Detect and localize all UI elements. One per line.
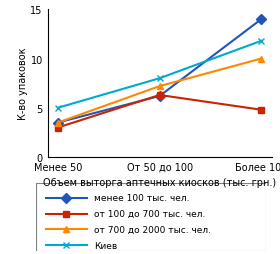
Line: Киев: Киев [54, 38, 265, 112]
от 100 до 700 тыс. чел. [56, 126, 59, 130]
Text: Киев: Киев [94, 241, 117, 250]
Line: от 700 до 2000 тыс. чел.: от 700 до 2000 тыс. чел. [54, 56, 265, 126]
менее 100 тыс. чел. [260, 19, 263, 22]
Киев [56, 107, 59, 110]
Text: Объем выторга аптечных киосков (тыс. грн.): Объем выторга аптечных киосков (тыс. грн… [43, 178, 276, 188]
Text: от 700 до 2000 тыс. чел.: от 700 до 2000 тыс. чел. [94, 225, 211, 234]
Киев [260, 40, 263, 43]
Line: менее 100 тыс. чел.: менее 100 тыс. чел. [54, 17, 265, 126]
Text: от 100 до 700 тыс. чел.: от 100 до 700 тыс. чел. [94, 209, 205, 218]
Line: от 100 до 700 тыс. чел.: от 100 до 700 тыс. чел. [54, 92, 265, 132]
от 100 до 700 тыс. чел. [260, 109, 263, 112]
FancyBboxPatch shape [36, 183, 266, 251]
от 700 до 2000 тыс. чел. [260, 58, 263, 61]
от 700 до 2000 тыс. чел. [158, 85, 161, 88]
от 100 до 700 тыс. чел. [158, 94, 161, 97]
Text: менее 100 тыс. чел.: менее 100 тыс. чел. [94, 194, 189, 202]
менее 100 тыс. чел. [56, 122, 59, 125]
менее 100 тыс. чел. [158, 95, 161, 98]
от 700 до 2000 тыс. чел. [56, 122, 59, 125]
Киев [158, 77, 161, 81]
Y-axis label: К-во упаковок: К-во упаковок [18, 48, 28, 120]
